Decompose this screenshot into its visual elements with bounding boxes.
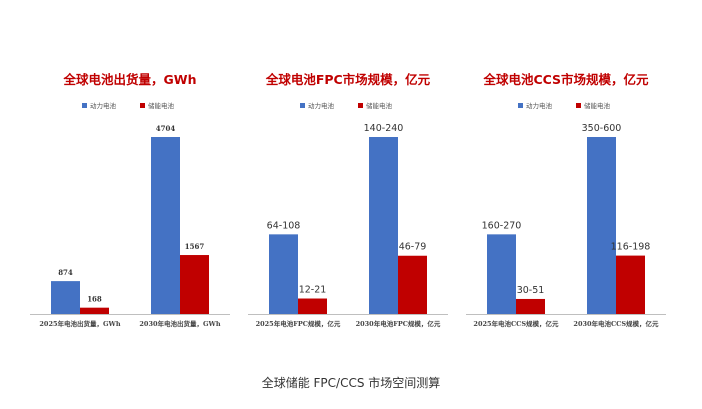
legend-swatch-2 xyxy=(358,103,363,108)
legend-label: 储能电池 xyxy=(366,101,393,110)
legend-swatch-2 xyxy=(576,103,581,108)
legend-label: 储能电池 xyxy=(148,101,175,110)
data-label: 12-21 xyxy=(299,285,327,296)
data-label: 1567 xyxy=(185,242,205,251)
bar-storage-2 xyxy=(180,255,209,314)
chart-title: 全球电池CCS市场规模，亿元 xyxy=(482,72,649,87)
bar-power-1 xyxy=(487,234,516,314)
bar-power-2 xyxy=(587,137,616,314)
bar-storage-1 xyxy=(298,298,327,314)
legend-swatch-1 xyxy=(518,103,523,108)
data-label: 30-51 xyxy=(517,285,545,296)
bar-storage-1 xyxy=(516,298,545,314)
category-label: 2030年电池FPC规模，亿元 xyxy=(356,319,441,328)
bar-power-1 xyxy=(51,281,80,314)
data-label: 46-79 xyxy=(399,242,427,253)
data-label: 874 xyxy=(58,268,73,277)
legend-swatch-1 xyxy=(82,103,87,108)
category-label: 2025年电池出货量，GWh xyxy=(39,319,120,328)
bar-storage-2 xyxy=(616,255,645,314)
data-label: 64-108 xyxy=(267,220,301,231)
legend-label: 储能电池 xyxy=(584,101,611,110)
data-label: 168 xyxy=(87,295,102,304)
bar-power-1 xyxy=(269,234,298,314)
data-label: 116-198 xyxy=(611,242,651,253)
bar-storage-1 xyxy=(80,307,109,314)
data-label: 350-600 xyxy=(582,123,622,134)
category-label: 2025年电池FPC规模，亿元 xyxy=(256,319,341,328)
chart-panel-1: 全球电池出货量，GWh 动力电池 储能电池 874 168 2025年电池出货量，GWh 4… xyxy=(30,72,230,328)
legend-label: 动力电池 xyxy=(308,101,335,110)
bar-power-2 xyxy=(151,137,180,314)
data-label: 140-240 xyxy=(364,123,404,134)
bar-power-2 xyxy=(369,137,398,314)
data-label: 4704 xyxy=(156,124,176,133)
chart-title: 全球电池出货量，GWh xyxy=(63,72,197,87)
category-label: 2030年电池CCS规模，亿元 xyxy=(573,319,659,328)
legend-label: 动力电池 xyxy=(90,101,117,110)
chart-title: 全球电池FPC市场规模，亿元 xyxy=(265,72,431,87)
legend-swatch-1 xyxy=(300,103,305,108)
legend-swatch-2 xyxy=(140,103,145,108)
data-label: 160-270 xyxy=(482,220,522,231)
legend-label: 动力电池 xyxy=(526,101,553,110)
figure-caption: 全球储能 FPC/CCS 市场空间测算 xyxy=(261,376,441,390)
bar-storage-2 xyxy=(398,255,427,314)
category-label: 2025年电池CCS规模，亿元 xyxy=(473,319,559,328)
category-label: 2030年电池出货量，GWh xyxy=(139,319,220,328)
